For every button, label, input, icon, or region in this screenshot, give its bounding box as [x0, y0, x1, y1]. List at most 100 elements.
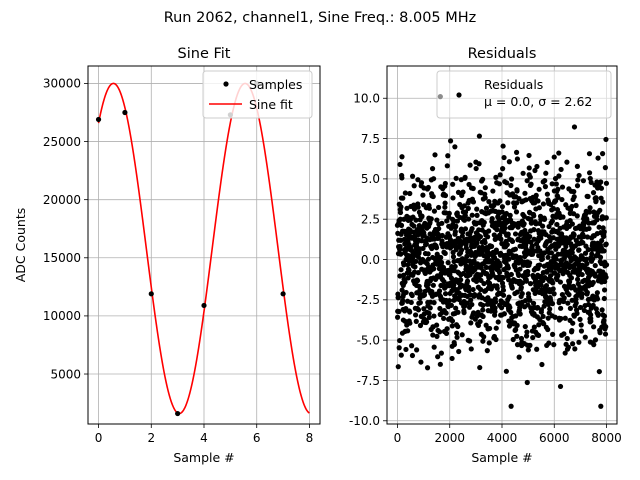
residual-point — [468, 346, 474, 352]
residual-point — [540, 313, 546, 320]
residual-point — [574, 163, 580, 169]
residual-point — [459, 332, 465, 338]
residual-point — [500, 292, 507, 298]
residual-point — [453, 175, 459, 181]
residual-point — [558, 305, 564, 311]
residual-point — [404, 205, 410, 211]
residual-point — [413, 258, 419, 265]
residual-point — [530, 334, 536, 341]
residual-point — [458, 277, 464, 283]
residual-point — [487, 325, 493, 332]
residual-point — [584, 261, 590, 267]
sine-fit-ylabel: ADC Counts — [13, 208, 28, 283]
residual-point — [591, 342, 597, 348]
legend-label-stats: μ = 0.0, σ = 2.62 — [484, 94, 592, 109]
residual-point — [431, 300, 437, 306]
sine-fit-ytick-label: 10000 — [43, 309, 81, 323]
sine-fit-ytick-label: 25000 — [43, 135, 81, 149]
residual-point — [542, 184, 549, 190]
residual-point — [508, 176, 515, 182]
residual-point — [588, 179, 594, 186]
residual-point — [547, 238, 553, 244]
residual-point — [443, 330, 450, 336]
residual-point — [595, 311, 601, 317]
residual-point — [558, 315, 564, 322]
residual-point — [520, 170, 526, 176]
residual-point — [461, 217, 468, 223]
residual-point — [482, 185, 488, 191]
residual-point — [507, 212, 513, 218]
residual-point — [570, 320, 576, 326]
residual-point — [514, 333, 520, 339]
residual-point — [425, 184, 431, 191]
residual-point — [545, 301, 552, 308]
residual-point — [402, 279, 408, 285]
residual-point — [494, 227, 500, 233]
residual-point — [585, 193, 591, 200]
residual-point — [425, 256, 432, 262]
residual-point — [578, 322, 584, 328]
residual-point — [429, 289, 435, 295]
residual-point — [572, 346, 578, 352]
residual-point — [474, 206, 480, 212]
residual-point — [430, 282, 436, 288]
residual-point — [430, 332, 436, 338]
residual-point — [506, 256, 512, 262]
residuals-panel: Residuals 0 2000 4000 6000 8000 -10.0 -7.5 -5.0… — [349, 46, 622, 465]
residuals-ytick-label: 10.0 — [353, 92, 380, 106]
legend-label-sine-fit: Sine fit — [249, 97, 293, 112]
residual-point — [446, 210, 452, 216]
residual-point — [524, 329, 530, 335]
residual-point — [493, 174, 499, 180]
residual-point — [578, 328, 585, 334]
residual-point — [508, 309, 514, 315]
residual-point — [575, 276, 581, 282]
residual-point — [563, 243, 569, 250]
residual-point — [554, 221, 560, 228]
residual-point — [523, 278, 529, 284]
residual-point — [535, 332, 542, 338]
residual-point — [601, 287, 608, 293]
residual-point — [590, 279, 596, 286]
residual-point — [448, 302, 454, 308]
residual-point — [601, 248, 607, 254]
residual-point — [586, 151, 593, 157]
residual-point — [397, 216, 403, 222]
residuals-xlabel: Sample # — [471, 450, 532, 465]
residual-point — [474, 240, 480, 246]
residual-point — [455, 309, 461, 315]
residual-point — [427, 305, 433, 311]
residual-point — [409, 173, 416, 179]
residual-point — [462, 174, 468, 180]
residual-point — [463, 245, 469, 251]
residual-point — [435, 354, 441, 360]
residual-point — [480, 302, 486, 308]
residual-point — [481, 219, 487, 226]
residual-point — [525, 268, 531, 275]
residual-point — [490, 188, 496, 194]
residual-point — [596, 368, 602, 375]
legend-marker-samples — [223, 81, 229, 87]
residual-point — [424, 365, 431, 371]
sine-fit-ytick-label: 20000 — [43, 193, 81, 207]
residuals-ytick-label: 2.5 — [361, 212, 380, 226]
residual-point — [524, 379, 530, 386]
residual-point — [548, 201, 554, 208]
residual-point — [453, 305, 459, 311]
residual-point — [597, 330, 603, 336]
sine-fit-ytick-label: 30000 — [43, 77, 81, 91]
residual-point — [537, 262, 543, 268]
residual-point — [601, 317, 607, 324]
residual-point — [445, 260, 451, 266]
residual-point — [472, 291, 478, 298]
residual-point — [503, 368, 509, 374]
residual-point — [399, 287, 405, 293]
residual-point — [548, 250, 555, 256]
residual-point — [524, 178, 530, 184]
residual-point — [451, 282, 457, 288]
residual-point — [531, 324, 537, 330]
residual-point — [415, 204, 421, 210]
residual-point — [599, 237, 605, 244]
residual-point — [412, 312, 419, 318]
residual-point — [553, 181, 559, 187]
